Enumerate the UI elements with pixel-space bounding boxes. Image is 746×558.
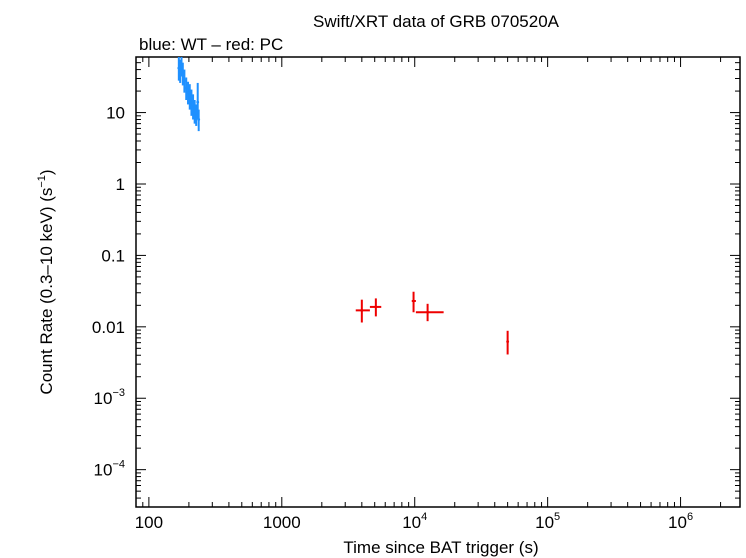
y-tick-label-exp: −3 — [112, 387, 125, 399]
y-tick-label: 0.01 — [92, 318, 125, 337]
y-axis-label-end: ) — [37, 169, 56, 175]
x-tick-label-base: 1000 — [263, 513, 301, 532]
data-point — [184, 77, 188, 100]
chart-title: Swift/XRT data of GRB 070520A — [313, 12, 560, 31]
y-tick-label-base: 10 — [94, 389, 113, 408]
x-ticks: 100 1000 104 105 106 — [135, 57, 722, 532]
point-marker — [374, 305, 378, 309]
point-marker — [506, 340, 510, 344]
data-point — [186, 81, 190, 105]
point-marker — [426, 310, 430, 314]
y-tick-label: 10 — [106, 104, 125, 123]
y-tick-label-exp: −4 — [112, 459, 125, 471]
y-tick-label: 10−3 — [94, 387, 125, 408]
data-point — [197, 109, 201, 132]
point-marker — [412, 299, 415, 303]
x-tick-label: 106 — [668, 511, 693, 532]
x-tick-label: 104 — [402, 511, 427, 532]
y-axis-label-sup: −1 — [36, 175, 48, 188]
data-marks — [177, 57, 510, 355]
y-tick-label-base: 0.01 — [92, 318, 125, 337]
y-tick-label-base: 10 — [106, 104, 125, 123]
data-point — [182, 69, 186, 93]
x-tick-label-exp: 6 — [687, 511, 693, 523]
point-marker — [197, 118, 201, 121]
point-marker — [196, 100, 200, 104]
x-tick-label: 1000 — [263, 513, 301, 532]
x-tick-label-base: 10 — [402, 513, 421, 532]
y-tick-label-base: 10 — [94, 461, 113, 480]
x-tick-label: 100 — [135, 513, 163, 532]
point-marker — [360, 308, 364, 312]
data-point — [415, 303, 444, 322]
series-pc — [355, 291, 510, 355]
x-tick-label-exp: 4 — [421, 511, 427, 523]
data-point — [506, 330, 510, 355]
data-point — [355, 299, 370, 323]
y-tick-label-base: 1 — [116, 175, 125, 194]
point-marker — [182, 79, 186, 83]
x-tick-label-base: 10 — [535, 513, 554, 532]
y-tick-label-base: 0.1 — [101, 246, 125, 265]
point-marker — [184, 86, 188, 90]
x-tick-label-base: 100 — [135, 513, 163, 532]
data-point — [369, 298, 382, 317]
plot-frame — [135, 56, 741, 508]
y-tick-label: 1 — [116, 175, 125, 194]
series-wt — [177, 57, 201, 132]
y-axis-label: Count Rate (0.3–10 keV) (s−1) — [36, 169, 56, 394]
x-tick-label-base: 10 — [668, 513, 687, 532]
point-marker — [186, 91, 190, 95]
x-tick-label-exp: 5 — [554, 511, 560, 523]
data-point — [411, 291, 416, 313]
chart-subtitle: blue: WT – red: PC — [139, 35, 283, 54]
x-tick-label: 105 — [535, 511, 560, 532]
y-tick-label: 0.1 — [101, 246, 125, 265]
x-axis-label: Time since BAT trigger (s) — [343, 538, 538, 557]
y-tick-label: 10−4 — [94, 459, 125, 480]
y-axis-label-main: Count Rate (0.3–10 keV) (s — [37, 188, 56, 395]
